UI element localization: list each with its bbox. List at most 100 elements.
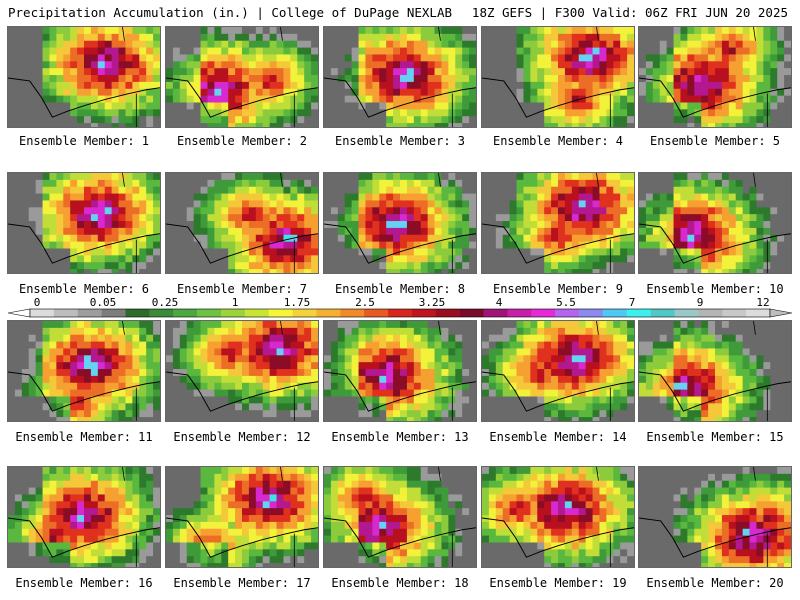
colorbar-swatch <box>388 309 413 317</box>
ensemble-member-map <box>165 172 319 274</box>
colorbar-swatch <box>579 309 604 317</box>
colorbar-swatch <box>364 309 389 317</box>
ensemble-member-label: Ensemble Member: 13 <box>331 430 469 444</box>
colorbar-swatch <box>626 309 651 317</box>
colorbar-tick-label: 3.25 <box>418 296 446 309</box>
ensemble-member-label: Ensemble Member: 17 <box>173 576 311 590</box>
coastline <box>324 517 476 558</box>
coastline <box>324 223 476 264</box>
ensemble-member-label: Ensemble Member: 19 <box>489 576 627 590</box>
ensemble-member-map <box>481 172 635 274</box>
ensemble-member-label: Ensemble Member: 12 <box>173 430 311 444</box>
colorbar-swatch <box>197 309 222 317</box>
ensemble-member-label: Ensemble Member: 8 <box>334 282 466 296</box>
colorbar-tick-label: 1.75 <box>283 296 311 309</box>
coastline <box>324 77 476 118</box>
state-border <box>596 467 611 567</box>
colorbar-swatch <box>650 309 675 317</box>
state-border <box>438 27 453 127</box>
state-border <box>280 27 295 127</box>
colorbar-swatch <box>746 309 771 317</box>
ensemble-member-map <box>481 466 635 568</box>
coastline <box>8 371 160 412</box>
ensemble-member-map <box>7 320 161 422</box>
state-border <box>753 27 768 127</box>
state-border <box>122 27 137 127</box>
state-border <box>280 467 295 567</box>
colorbar-swatch <box>30 309 55 317</box>
state-border <box>596 173 611 273</box>
colorbar-tick-label: 9 <box>696 296 704 309</box>
state-border <box>122 173 137 273</box>
coastline <box>8 223 160 264</box>
coastline <box>482 517 634 558</box>
ensemble-member-label: Ensemble Member: 9 <box>492 282 624 296</box>
colorbar-swatch <box>244 309 270 317</box>
state-border <box>280 173 295 273</box>
ensemble-member-label: Ensemble Member: 15 <box>646 430 784 444</box>
state-border <box>438 321 453 421</box>
colorbar-swatch <box>149 309 174 317</box>
colorbar-swatch <box>435 309 460 317</box>
ensemble-member-label: Ensemble Member: 5 <box>649 134 781 148</box>
colorbar-swatch <box>411 309 437 317</box>
state-border <box>438 173 453 273</box>
colorbar-swatch <box>507 309 532 317</box>
colorbar-tick-label: 0.05 <box>89 296 117 309</box>
state-border <box>753 173 768 273</box>
state-border <box>596 27 611 127</box>
coastline <box>639 223 791 264</box>
colorbar-swatch <box>459 309 484 317</box>
ensemble-member-label: Ensemble Member: 6 <box>18 282 150 296</box>
coastline <box>482 223 634 264</box>
ensemble-member-label: Ensemble Member: 3 <box>334 134 466 148</box>
colorbar-swatch <box>268 309 293 317</box>
state-border <box>753 321 768 421</box>
state-border <box>122 321 137 421</box>
colorbar-swatch <box>340 309 365 317</box>
colorbar-tick-label: 1 <box>231 296 239 309</box>
colorbar-tick-label: 5.5 <box>556 296 576 309</box>
coastline <box>324 371 476 412</box>
colorbar-swatch <box>531 309 556 317</box>
ensemble-member-map <box>638 26 792 128</box>
coastline <box>166 223 318 264</box>
ensemble-member-map <box>638 466 792 568</box>
ensemble-member-label: Ensemble Member: 20 <box>646 576 784 590</box>
colorbar-swatch <box>555 309 580 317</box>
coastline <box>482 371 634 412</box>
colorbar-swatch <box>125 309 150 317</box>
ensemble-member-map <box>323 172 477 274</box>
ensemble-member-map <box>7 466 161 568</box>
colorbar-swatch <box>220 309 246 317</box>
coastline <box>639 77 791 118</box>
ensemble-member-label: Ensemble Member: 11 <box>15 430 153 444</box>
map-title: Precipitation Accumulation (in.) | Colle… <box>8 5 453 20</box>
colorbar-tick-label: 0.25 <box>151 296 179 309</box>
precip-colorbar <box>8 308 792 318</box>
ensemble-member-map <box>323 466 477 568</box>
ensemble-member-map <box>165 320 319 422</box>
colorbar-swatch <box>722 309 747 317</box>
ensemble-member-label: Ensemble Member: 2 <box>176 134 308 148</box>
ensemble-member-label: Ensemble Member: 14 <box>489 430 627 444</box>
ensemble-member-map <box>481 26 635 128</box>
ensemble-member-label: Ensemble Member: 16 <box>15 576 153 590</box>
colorbar-tick-label: 0 <box>33 296 41 309</box>
colorbar-tick-label: 2.5 <box>355 296 375 309</box>
coastline <box>8 517 160 558</box>
coastline <box>639 517 791 558</box>
ensemble-member-map <box>323 26 477 128</box>
colorbar-under-arrow <box>8 308 31 318</box>
colorbar-swatch <box>698 309 723 317</box>
colorbar-tick-label: 7 <box>628 296 636 309</box>
colorbar-swatch <box>674 309 699 317</box>
coastline <box>639 371 791 412</box>
ensemble-member-label: Ensemble Member: 10 <box>646 282 784 296</box>
state-border <box>753 467 768 567</box>
coastline <box>166 77 318 118</box>
ensemble-member-label: Ensemble Member: 18 <box>331 576 469 590</box>
ensemble-member-map <box>7 172 161 274</box>
colorbar-swatch <box>77 309 102 317</box>
colorbar-tick-label: 12 <box>756 296 770 309</box>
